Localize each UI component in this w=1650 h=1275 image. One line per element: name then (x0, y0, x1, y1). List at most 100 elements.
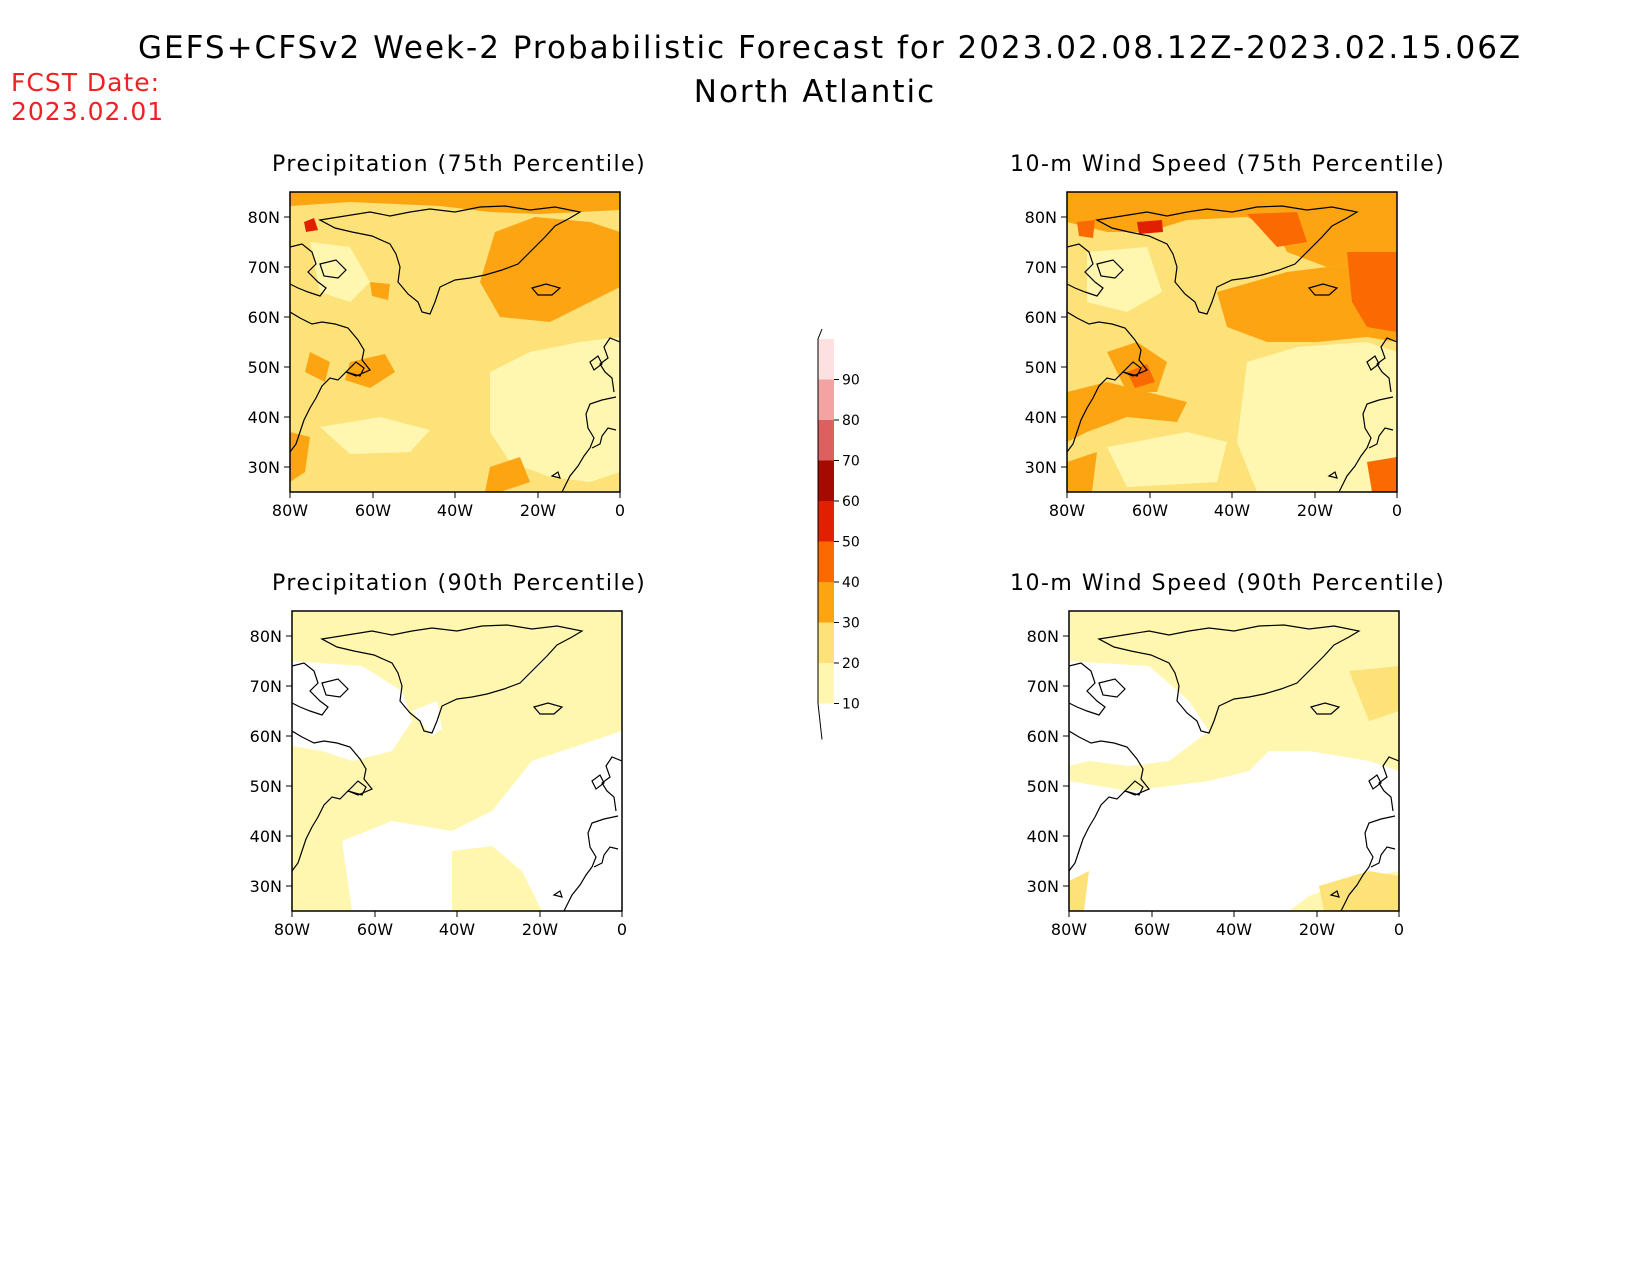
lat-tick-label: 70N (250, 677, 282, 696)
colorbar-label: 50 (842, 535, 860, 551)
colorbar-bottom-cap (817, 703, 823, 740)
shading-layer (292, 611, 622, 911)
forecast-date: FCST Date: 2023.02.01 (11, 68, 164, 126)
lat-tick-label: 60N (248, 308, 280, 327)
colorbar-label: 20 (842, 656, 860, 672)
colorbar-edge (817, 328, 823, 704)
colorbar-segment (818, 420, 834, 461)
colorbar-segment (818, 622, 834, 663)
shaded-region (1069, 751, 1399, 911)
figure-title: GEFS+CFSv2 Week-2 Probabilistic Forecast… (138, 30, 1523, 66)
lon-tick-label: 80W (1051, 920, 1087, 939)
colorbar-label: 30 (842, 616, 860, 632)
shaded-region (1069, 871, 1089, 911)
lat-tick-label: 40N (1027, 827, 1059, 846)
lat-tick-label: 50N (1025, 358, 1057, 377)
colorbar-label: 10 (842, 697, 860, 713)
shaded-region (292, 661, 412, 761)
map-panel-wind-75: 80N 70N 60N 50N 40N 30N 80W 60W 40W 20W 0 (1025, 191, 1402, 520)
colorbar-label: 80 (842, 413, 860, 429)
shaded-region (1137, 220, 1163, 234)
figure-subtitle: North Atlantic (693, 74, 937, 110)
lon-tick-label: 80W (1049, 501, 1085, 520)
shaded-region (342, 731, 622, 911)
shaded-region (485, 457, 530, 492)
lon-tick-label: 20W (1299, 920, 1335, 939)
shaded-region (1107, 432, 1227, 487)
lat-tick-label: 30N (1027, 877, 1059, 896)
shaded-region (480, 217, 620, 322)
forecast-date-label: FCST Date: (11, 68, 161, 97)
shaded-region (305, 352, 330, 382)
lon-tick-label: 60W (357, 920, 393, 939)
colorbar-segment (818, 501, 834, 542)
lat-tick-label: 30N (250, 877, 282, 896)
lon-tick-label: 40W (1214, 501, 1250, 520)
shaded-region (1069, 661, 1209, 766)
shaded-region (490, 337, 620, 482)
shaded-region (1127, 364, 1155, 388)
shaded-region (320, 417, 430, 454)
shaded-region (370, 282, 390, 300)
shaded-region (1067, 192, 1397, 267)
colorbar-segment (818, 379, 834, 420)
shading-layer (290, 192, 620, 492)
shaded-region (1247, 212, 1307, 247)
panel-title-wind-75: 10-m Wind Speed (75th Percentile) (1010, 152, 1446, 177)
shaded-region (1237, 342, 1397, 492)
shading-layer (1067, 192, 1397, 492)
lon-tick-label: 40W (437, 501, 473, 520)
panel-title-precip-75: Precipitation (75th Percentile) (272, 152, 647, 177)
lat-tick-label: 70N (1027, 677, 1059, 696)
lat-tick-label: 40N (1025, 408, 1057, 427)
colorbar-segment (818, 460, 834, 501)
lat-tick-label: 60N (250, 727, 282, 746)
lat-tick-label: 60N (1025, 308, 1057, 327)
lat-tick-label: 80N (1025, 208, 1057, 227)
lat-tick-label: 30N (1025, 458, 1057, 477)
forecast-date-value: 2023.02.01 (11, 97, 165, 126)
lat-tick-label: 40N (250, 827, 282, 846)
lat-tick-label: 30N (248, 458, 280, 477)
lon-tick-label: 60W (355, 501, 391, 520)
lon-tick-label: 0 (1394, 920, 1404, 939)
lat-tick-label: 80N (248, 208, 280, 227)
map-panel-precip-75: 80N 70N 60N 50N 40N 30N 80W 60W 40W 20W 0 (248, 191, 625, 520)
shaded-region (304, 218, 318, 232)
lon-tick-label: 60W (1132, 501, 1168, 520)
colorbar-segment (818, 541, 834, 582)
lon-tick-label: 40W (1216, 920, 1252, 939)
lon-tick-label: 20W (522, 920, 558, 939)
lat-tick-label: 50N (1027, 777, 1059, 796)
lon-tick-label: 80W (274, 920, 310, 939)
shaded-region (1067, 382, 1187, 442)
lat-tick-label: 40N (248, 408, 280, 427)
colorbar-label: 90 (842, 373, 860, 389)
lon-tick-label: 20W (520, 501, 556, 520)
lon-tick-label: 80W (272, 501, 308, 520)
lat-tick-label: 70N (1025, 258, 1057, 277)
colorbar-segment (818, 339, 834, 380)
lon-tick-label: 0 (617, 920, 627, 939)
shading-layer (1069, 611, 1399, 911)
lat-tick-label: 50N (248, 358, 280, 377)
shaded-region (1077, 220, 1095, 238)
shaded-region (1367, 457, 1397, 492)
lon-tick-label: 20W (1297, 501, 1333, 520)
lat-tick-label: 70N (248, 258, 280, 277)
panel-title-wind-90: 10-m Wind Speed (90th Percentile) (1010, 571, 1446, 596)
colorbar-segment (818, 663, 834, 704)
shaded-region (1319, 871, 1399, 911)
lat-tick-label: 80N (1027, 627, 1059, 646)
colorbar-label: 70 (842, 454, 860, 470)
lon-tick-label: 0 (615, 501, 625, 520)
lon-tick-label: 40W (439, 920, 475, 939)
shaded-region (1067, 452, 1097, 492)
shaded-region (1347, 252, 1397, 332)
map-panel-wind-90: 80N 70N 60N 50N 40N 30N 80W 60W 40W 20W 0 (1027, 610, 1404, 939)
map-panel-precip-90: 80N 70N 60N 50N 40N 30N 80W 60W 40W 20W 0 (250, 610, 627, 939)
colorbar-segment (818, 582, 834, 623)
lat-tick-label: 80N (250, 627, 282, 646)
shaded-region (1349, 666, 1399, 721)
